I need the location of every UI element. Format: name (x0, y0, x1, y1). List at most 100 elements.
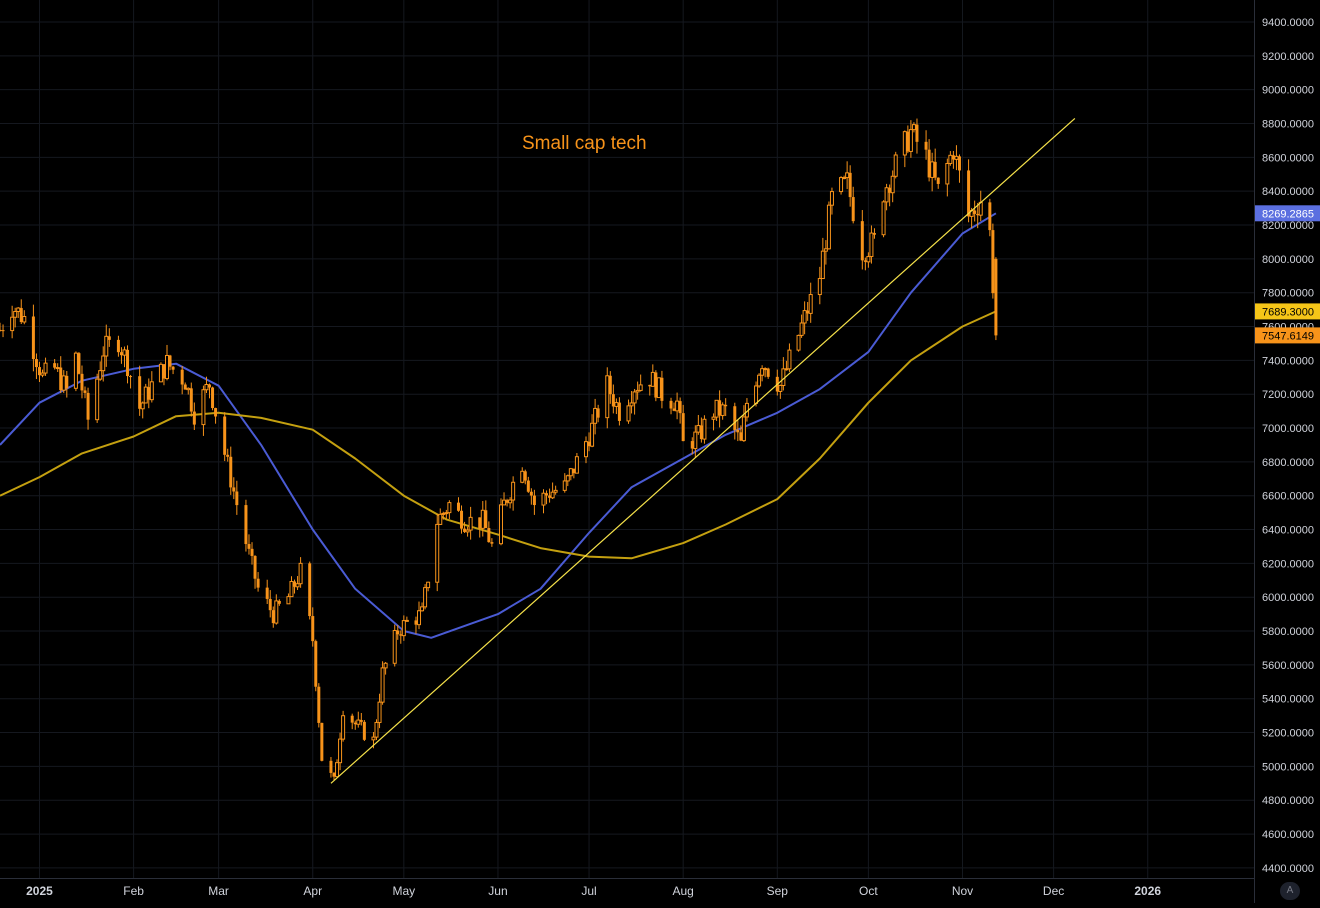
candle[interactable] (954, 145, 959, 171)
candle[interactable] (16, 307, 21, 318)
candle[interactable] (884, 183, 889, 211)
candle[interactable] (104, 324, 109, 367)
candle[interactable] (73, 351, 78, 392)
candle[interactable] (101, 346, 106, 382)
candle[interactable] (149, 371, 154, 403)
candle[interactable] (778, 384, 783, 399)
candle[interactable] (107, 328, 111, 347)
candle[interactable] (308, 561, 312, 620)
candle[interactable] (353, 720, 357, 730)
auto-scale-button[interactable]: A (1280, 882, 1300, 900)
candle[interactable] (702, 415, 707, 444)
candle[interactable] (59, 356, 63, 394)
candle[interactable] (605, 367, 610, 429)
candle[interactable] (192, 402, 196, 431)
candle[interactable] (936, 177, 940, 189)
candle[interactable] (232, 477, 236, 500)
candle[interactable] (158, 362, 163, 383)
candle[interactable] (250, 542, 254, 565)
candle[interactable] (802, 301, 807, 335)
candle[interactable] (823, 240, 828, 265)
candle[interactable] (478, 517, 482, 538)
candle[interactable] (98, 361, 103, 381)
candle[interactable] (511, 476, 516, 511)
candle[interactable] (399, 630, 403, 644)
candle[interactable] (180, 366, 184, 395)
candle[interactable] (480, 501, 485, 537)
candle[interactable] (988, 198, 992, 237)
candle[interactable] (140, 401, 145, 419)
candle[interactable] (787, 343, 792, 372)
candle[interactable] (286, 593, 291, 605)
candle[interactable] (502, 492, 507, 506)
candle[interactable] (888, 184, 892, 207)
candle[interactable] (10, 305, 15, 339)
candle[interactable] (951, 150, 955, 169)
candle[interactable] (860, 210, 864, 270)
candle[interactable] (741, 405, 746, 442)
candle[interactable] (293, 579, 297, 594)
candle[interactable] (817, 266, 822, 305)
candle[interactable] (736, 420, 740, 442)
candle[interactable] (490, 538, 494, 547)
candle[interactable] (529, 488, 533, 505)
candle[interactable] (617, 397, 621, 426)
candle[interactable] (43, 357, 48, 376)
candle[interactable] (675, 392, 680, 420)
candle[interactable] (414, 616, 418, 634)
candle[interactable] (487, 521, 491, 543)
candle[interactable] (799, 314, 804, 338)
candle[interactable] (95, 373, 100, 423)
candle[interactable] (420, 602, 425, 612)
candle[interactable] (277, 599, 281, 606)
candle[interactable] (626, 399, 631, 424)
candle[interactable] (711, 413, 716, 431)
candle[interactable] (632, 388, 637, 415)
candle[interactable] (957, 154, 961, 183)
candle[interactable] (614, 398, 619, 415)
candle[interactable] (872, 228, 876, 239)
candle[interactable] (690, 437, 694, 455)
candle[interactable] (863, 257, 867, 271)
candle[interactable] (417, 601, 422, 630)
candle[interactable] (927, 139, 931, 182)
candle[interactable] (760, 365, 765, 382)
candle[interactable] (881, 200, 886, 238)
candle[interactable] (61, 370, 66, 394)
candle[interactable] (587, 432, 591, 452)
candle[interactable] (229, 446, 233, 495)
candle[interactable] (34, 353, 38, 380)
candle[interactable] (733, 402, 737, 440)
candle[interactable] (848, 165, 852, 207)
candle[interactable] (978, 190, 983, 222)
candle[interactable] (839, 176, 844, 195)
candle[interactable] (693, 425, 698, 458)
candle[interactable] (0, 322, 2, 332)
candle[interactable] (143, 383, 148, 404)
candle[interactable] (967, 159, 971, 223)
candle[interactable] (696, 414, 701, 435)
candle[interactable] (37, 361, 41, 382)
candle[interactable] (638, 374, 643, 392)
candle[interactable] (298, 557, 303, 588)
candle[interactable] (295, 576, 300, 590)
candle[interactable] (162, 364, 166, 386)
candle[interactable] (484, 500, 488, 529)
candle[interactable] (505, 498, 509, 507)
candle[interactable] (1, 324, 5, 338)
candle[interactable] (171, 365, 175, 375)
candle[interactable] (383, 662, 388, 675)
candle[interactable] (911, 122, 916, 133)
candle[interactable] (851, 186, 855, 224)
candle[interactable] (902, 130, 907, 168)
candle[interactable] (463, 521, 467, 533)
candle[interactable] (508, 497, 513, 509)
candle[interactable] (377, 693, 382, 729)
candle[interactable] (359, 712, 363, 726)
candle[interactable] (256, 572, 260, 592)
candle[interactable] (13, 307, 18, 328)
candle[interactable] (19, 299, 23, 325)
candle[interactable] (223, 412, 227, 462)
